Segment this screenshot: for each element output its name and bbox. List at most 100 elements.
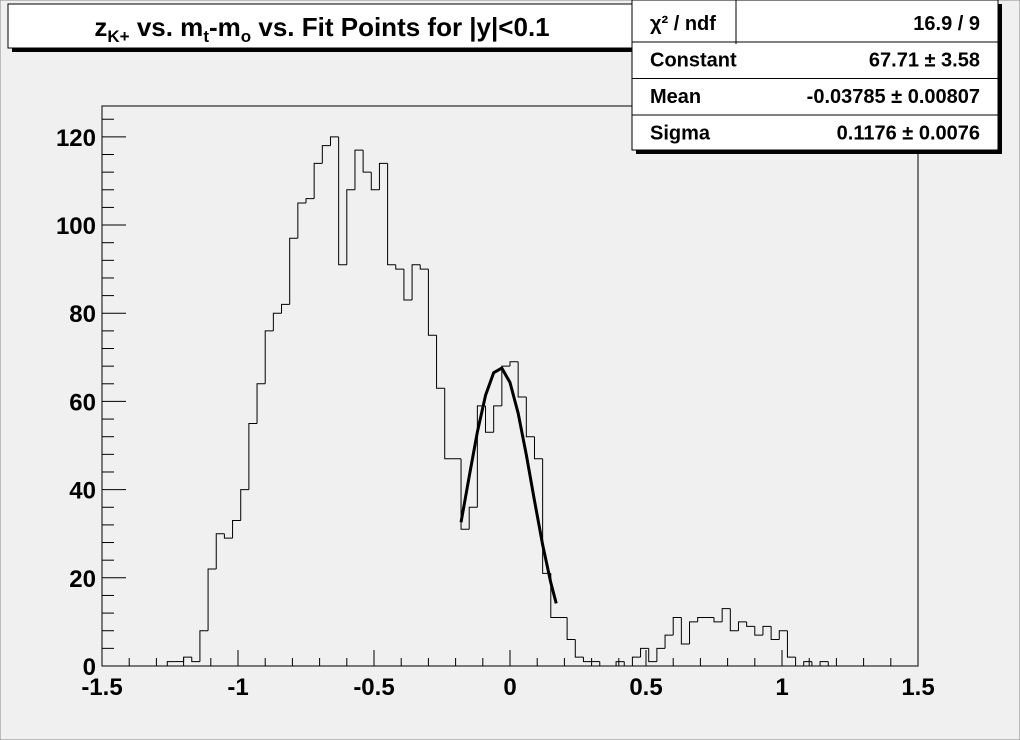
histogram-bin: [281, 303, 290, 314]
histogram-bin: [770, 626, 780, 641]
y-tick-label: 120: [56, 125, 96, 152]
histogram-bin: [493, 405, 502, 433]
histogram-bin: [272, 312, 282, 331]
histogram-bin: [191, 657, 200, 663]
histogram-bin: [232, 519, 241, 539]
stats-value: -0.03785 ± 0.00807: [807, 86, 980, 108]
histogram-bin: [248, 422, 258, 490]
stats-label: Sigma: [650, 123, 711, 145]
histogram-bin: [615, 661, 625, 666]
histogram-bin: [819, 661, 829, 666]
histogram-bin: [533, 436, 543, 460]
histogram-bin: [403, 269, 413, 301]
histogram-bin: [762, 625, 772, 636]
histogram-bin: [754, 626, 763, 636]
histogram-bin: [672, 616, 682, 636]
title-subscript: o: [241, 27, 251, 46]
histogram-bin: [256, 383, 266, 424]
chart-title: zK+ vs. mt-mo vs. Fit Points for |y|<0.1: [94, 12, 549, 46]
histogram-bin: [680, 617, 690, 645]
x-tick-label: -1.5: [81, 674, 122, 701]
histogram-bin: [664, 634, 674, 649]
histogram-bin: [289, 237, 298, 305]
y-tick-label: 40: [69, 478, 96, 505]
histogram-bin: [329, 136, 339, 146]
histogram-bin: [566, 617, 576, 641]
histogram-bin: [525, 397, 535, 438]
histogram-bin: [321, 145, 331, 164]
histogram-bin: [370, 172, 380, 191]
histogram-bin: [485, 405, 494, 433]
histogram-bin: [313, 162, 323, 199]
histogram-bin: [264, 330, 274, 384]
stats-value: 16.9 / 9: [913, 13, 980, 35]
x-tick-label: 1.5: [901, 674, 934, 701]
stats-box: [631, 0, 999, 151]
histogram-bin: [411, 264, 421, 301]
y-tick-label: 80: [69, 301, 96, 328]
histogram-bin: [582, 657, 592, 663]
histogram-bin: [697, 616, 706, 622]
histogram-bin: [517, 361, 527, 398]
histogram-bin: [297, 202, 306, 239]
stats-value: 67.71 ± 3.58: [869, 50, 980, 72]
y-tick-label: 100: [56, 213, 96, 240]
histogram-bin: [786, 630, 796, 658]
title-part: vs. Fit Points for |y|<0.1: [251, 12, 549, 42]
histogram-bin: [183, 656, 192, 662]
histogram-bin: [166, 661, 176, 666]
histogram-bin: [468, 506, 478, 530]
histogram-bin: [721, 608, 731, 622]
histogram-bin: [827, 661, 837, 667]
stats-label: Mean: [650, 86, 701, 108]
x-tick-label: 0: [503, 674, 516, 701]
title-box: [7, 3, 637, 49]
histogram-bin: [215, 533, 225, 569]
histogram-bin: [778, 630, 788, 640]
histogram-bin: [689, 621, 698, 644]
stats-label: χ² / ndf: [650, 13, 716, 35]
histogram-bin: [460, 458, 470, 530]
histogram-bin: [623, 661, 633, 667]
histogram-bin: [713, 617, 723, 623]
histogram-bin: [362, 150, 372, 173]
histogram-bin: [207, 568, 217, 631]
fit-curve: [459, 366, 558, 604]
title-part: vs. m: [130, 12, 204, 42]
title-subscript: K+: [107, 27, 129, 46]
histogram-bin: [354, 149, 364, 190]
histogram-bin: [436, 335, 445, 389]
histogram-bin: [387, 163, 396, 266]
title-subscript: t: [203, 27, 209, 46]
x-tick-label: -1: [227, 674, 248, 701]
histogram-bin: [223, 533, 233, 539]
histogram-bin: [648, 648, 657, 663]
histogram-bin: [795, 657, 804, 667]
histogram-bin: [240, 489, 249, 521]
title-part: -m: [209, 12, 241, 42]
histogram-bin: [501, 365, 510, 406]
histogram-bin: [305, 198, 315, 204]
histogram-bin: [199, 630, 209, 662]
x-tick-label: 1: [775, 674, 788, 701]
histogram-bin: [746, 621, 755, 627]
histogram-bin: [509, 361, 519, 367]
histogram-bin: [427, 269, 437, 336]
x-tick-label: 0.5: [629, 674, 662, 701]
histogram-bin: [338, 136, 347, 266]
histogram-bin: [378, 162, 388, 190]
histogram-bin: [803, 661, 812, 666]
histogram-bin: [395, 264, 404, 270]
histogram-bin: [574, 639, 584, 658]
histogram-bin: [599, 661, 608, 667]
stats-label: Constant: [650, 50, 737, 72]
y-tick-label: 60: [69, 389, 96, 416]
histogram-bin: [631, 656, 641, 666]
histogram-bin: [811, 661, 821, 667]
histogram-bin: [729, 608, 739, 632]
histogram-bin: [444, 388, 453, 460]
x-tick-label: -0.5: [353, 674, 394, 701]
histogram-bin: [346, 189, 355, 265]
histogram-bin: [656, 647, 666, 662]
